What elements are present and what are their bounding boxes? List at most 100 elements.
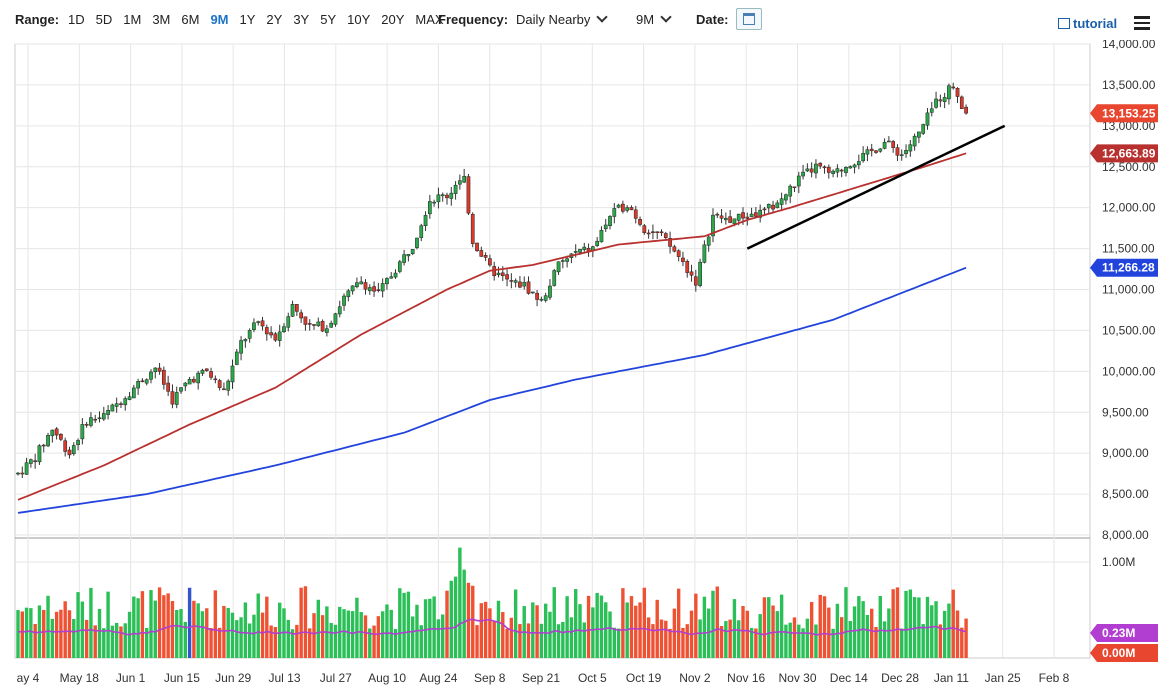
candle-body xyxy=(76,440,80,445)
volume-bar xyxy=(145,627,149,658)
candle-body xyxy=(758,209,763,218)
tutorial-link[interactable]: tutorial xyxy=(1058,16,1117,31)
range-button-1y[interactable]: 1Y xyxy=(239,12,256,27)
candle-body xyxy=(651,231,655,233)
candle-body xyxy=(955,88,960,97)
candle-body xyxy=(689,271,694,276)
candle-body xyxy=(282,326,286,333)
candle-body xyxy=(277,331,282,341)
range-button-10y[interactable]: 10Y xyxy=(347,12,371,27)
candle-body xyxy=(573,251,578,253)
range-button-5y[interactable]: 5Y xyxy=(320,12,337,27)
x-tick-label: Sep 21 xyxy=(522,671,560,685)
volume-bar xyxy=(488,608,492,658)
candle-body xyxy=(633,209,638,219)
candle-body xyxy=(766,203,771,209)
volume-bar xyxy=(513,589,518,658)
x-tick-label: Jun 15 xyxy=(164,671,200,685)
volume-bar xyxy=(818,594,822,658)
x-tick-label: Jan 25 xyxy=(985,671,1021,685)
range-button-6m[interactable]: 6M xyxy=(181,12,200,27)
candle-body xyxy=(638,219,642,225)
volume-bar xyxy=(642,587,647,658)
candle-body xyxy=(166,382,171,392)
volume-bar xyxy=(732,599,737,658)
volume-bar xyxy=(505,628,509,658)
volume-bar xyxy=(54,611,59,658)
x-tick-label: Jun 29 xyxy=(215,671,251,685)
volume-bar xyxy=(526,623,531,658)
candle-body xyxy=(612,208,617,217)
range-button-1m[interactable]: 1M xyxy=(123,12,142,27)
candle-body xyxy=(63,440,68,452)
volume-bar xyxy=(312,613,316,658)
candle-body xyxy=(599,229,604,243)
range-button-5d[interactable]: 5D xyxy=(95,12,113,27)
candle-body xyxy=(625,207,630,211)
value-tags: 13,153.25 12,663.89 11,266.28 0.23M 0.00M xyxy=(1090,104,1158,662)
volume-bar xyxy=(282,608,286,658)
candle-body xyxy=(496,272,501,276)
price-chart[interactable]: 14,000.00 13,500.00 13,000.00 12,500.00 12,0… xyxy=(0,40,1160,692)
volume-bar xyxy=(162,595,166,658)
candle-body xyxy=(131,387,136,399)
candle-body xyxy=(243,339,248,342)
candle-body xyxy=(320,320,325,332)
candle-body xyxy=(466,176,471,214)
volume-bar xyxy=(608,611,612,658)
candle-body xyxy=(693,276,698,286)
volume-bar xyxy=(286,619,290,658)
volume-bar xyxy=(646,617,651,658)
candle-body xyxy=(346,290,351,298)
volume-bar xyxy=(586,595,591,658)
candle-body xyxy=(67,449,72,456)
period-select[interactable]: 9M xyxy=(636,11,672,27)
range-button-9m[interactable]: 9M xyxy=(210,12,229,27)
plot-frame xyxy=(14,43,1091,659)
menu-icon[interactable] xyxy=(1134,16,1150,30)
range-button-3m[interactable]: 3M xyxy=(152,12,171,27)
range-button-3y[interactable]: 3Y xyxy=(293,12,310,27)
candle-body xyxy=(869,148,874,152)
frequency-select[interactable]: Daily Nearby xyxy=(516,11,609,27)
volume-bar xyxy=(230,612,235,658)
volume-bar xyxy=(16,610,20,658)
range-button-max[interactable]: MAX xyxy=(415,12,444,27)
candle-body xyxy=(715,213,720,216)
candle-body xyxy=(771,204,775,210)
y-tick-label: 12,000.00 xyxy=(1102,201,1156,215)
candle-body xyxy=(170,391,175,405)
volume-bar xyxy=(196,603,200,658)
range-button-2y[interactable]: 2Y xyxy=(266,12,283,27)
candle-body xyxy=(702,244,707,263)
candle-body xyxy=(942,97,947,102)
volume-bar xyxy=(247,623,252,658)
candle-body xyxy=(286,316,291,328)
candle-body xyxy=(260,320,265,327)
volume-bar xyxy=(891,589,895,658)
volume-bar xyxy=(277,602,282,658)
candle-body xyxy=(685,261,690,273)
range-button-20y[interactable]: 20Y xyxy=(381,12,405,27)
volume-bar xyxy=(938,624,943,658)
y-tick-label: 11,000.00 xyxy=(1102,283,1155,297)
candle-body xyxy=(363,282,368,290)
candle-body xyxy=(376,289,381,291)
range-button-1d[interactable]: 1D xyxy=(68,12,85,27)
date-picker-button[interactable] xyxy=(736,8,762,30)
volume-bar xyxy=(222,606,226,658)
volume-bar xyxy=(449,580,453,658)
x-tick-label: Nov 30 xyxy=(778,671,816,685)
candle-body xyxy=(938,99,943,102)
volume-bar xyxy=(878,596,882,658)
volume-bar xyxy=(76,592,80,658)
volume-bar xyxy=(908,589,913,658)
candle-body xyxy=(46,435,50,447)
candle-body xyxy=(556,261,561,273)
volume-bar xyxy=(745,610,749,658)
candle-body xyxy=(217,380,222,388)
candle-body xyxy=(453,184,458,194)
moving-averages xyxy=(17,124,1006,514)
candle-body xyxy=(222,388,226,391)
volume-bar xyxy=(114,622,119,658)
